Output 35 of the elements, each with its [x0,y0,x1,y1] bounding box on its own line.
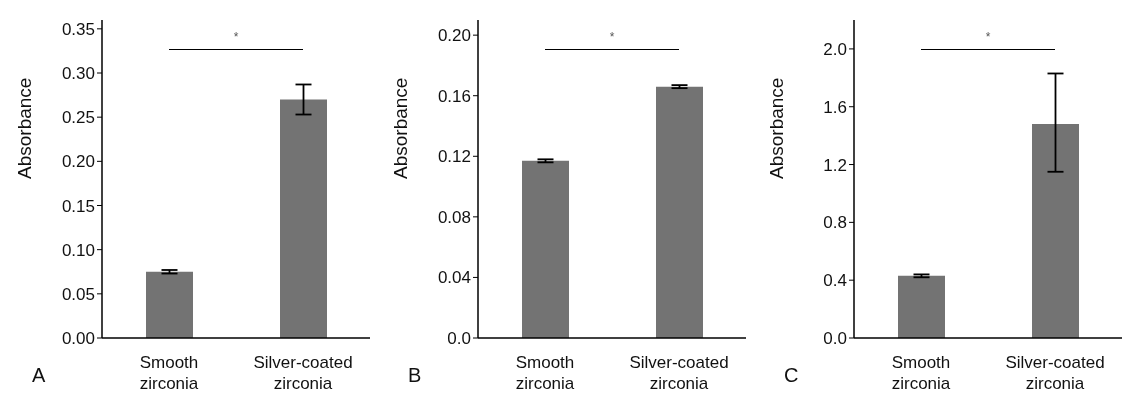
y-tick-label: 0.00 [61,329,95,349]
x-tick-label: Smooth zirconia [139,353,199,393]
x-tick-label: Silver-coated zirconia [629,353,729,393]
y-tick-label: 0.25 [61,108,95,128]
y-tick-label: 0.4 [823,271,847,291]
y-tick-label: 0.10 [61,240,95,260]
y-tick-label: 1.2 [823,155,847,175]
y-tick-label: 2.0 [823,39,847,59]
text: A [32,364,46,387]
y-axis-title: Absorbance [13,77,35,179]
y-tick-label: 0.16 [437,86,471,106]
text: C [784,364,799,387]
y-tick-label: 0.30 [61,64,95,84]
y-tick-label: 0.15 [61,196,95,216]
y-axis-title: Absorbance [389,77,411,179]
annotation: * [608,30,616,44]
annotation: * [984,30,992,44]
x-tick-label: Silver-coated zirconia [1005,353,1105,393]
y-tick-label: 0.05 [61,284,95,304]
y-axis-title: Absorbance [765,77,787,179]
y-tick-label: 0.08 [437,207,471,227]
annotation: * [232,30,240,44]
text: B [408,364,422,387]
y-tick-label: 0.20 [61,152,95,172]
x-tick-label: Smooth zirconia [891,353,951,393]
y-tick-label: 0.04 [437,268,471,288]
y-tick-label: 0.8 [823,213,847,233]
y-tick-label: 0.20 [437,26,471,46]
y-tick-label: 1.6 [823,97,847,117]
y-tick-label: 0.35 [61,19,95,39]
x-tick-label: Smooth zirconia [515,353,575,393]
y-tick-label: 0.0 [823,329,847,349]
y-tick-label: 0.0 [447,329,471,349]
x-tick-label: Silver-coated zirconia [253,353,353,393]
y-tick-label: 0.12 [437,147,471,167]
